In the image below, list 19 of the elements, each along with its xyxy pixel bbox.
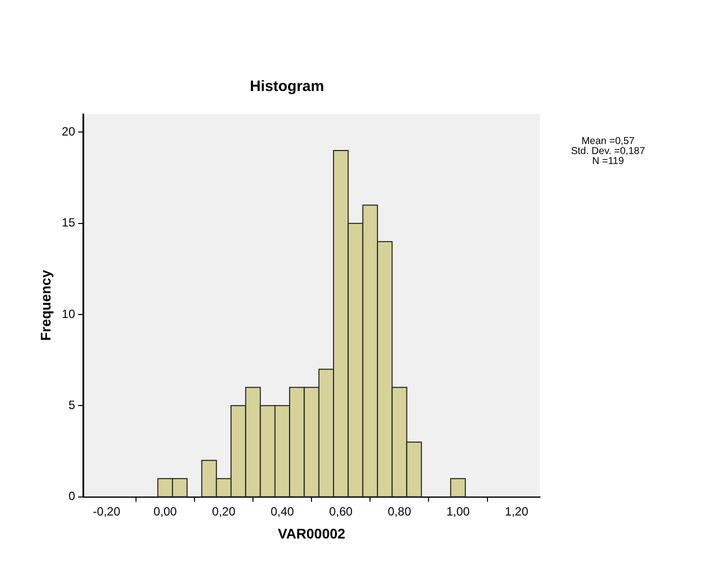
y-axis-title: Frequency	[37, 270, 54, 341]
chart-title: Histogram	[250, 78, 324, 96]
x-tick-label: 0,00	[153, 504, 178, 518]
y-tick-label: 20	[62, 124, 76, 139]
text: Mean =0,57	[581, 136, 635, 147]
text: N =119	[592, 156, 624, 167]
x-tick-label: -0,20	[92, 504, 121, 518]
y-tick-label: 10	[62, 306, 76, 321]
y-tick-label: 0	[68, 489, 76, 504]
y-tick-label: 5	[68, 398, 76, 412]
x-tick-label: 1,20	[504, 504, 529, 518]
x-tick-label: 0,20	[212, 504, 236, 518]
x-tick-label: 0,80	[388, 504, 412, 518]
x-axis-title: VAR00002	[278, 525, 346, 542]
x-tick-label: 1,00	[446, 504, 470, 518]
x-tick-label: 0,60	[329, 504, 353, 518]
y-tick-label: 15	[62, 216, 76, 230]
text: Std. Dev. =0,187	[570, 146, 646, 157]
x-tick-label: 0,40	[270, 504, 294, 518]
